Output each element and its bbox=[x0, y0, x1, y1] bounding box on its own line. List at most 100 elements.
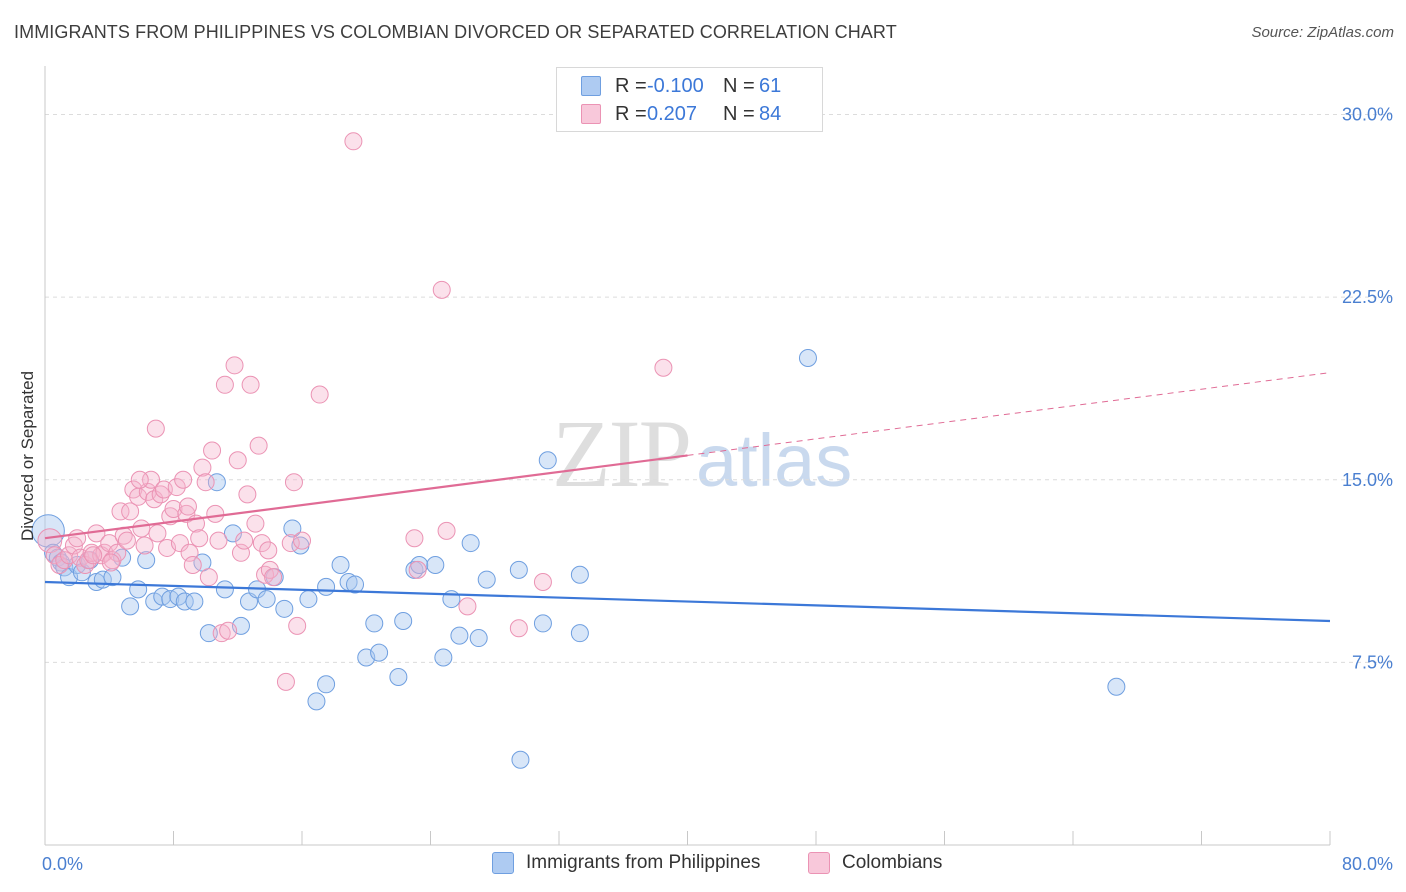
legend-row-colombians: R = 0.207 N = 84 bbox=[581, 100, 781, 128]
point-philippines bbox=[509, 560, 528, 579]
legend-n-value: 61 bbox=[759, 74, 782, 97]
point-philippines bbox=[370, 643, 389, 662]
point-colombians bbox=[111, 502, 130, 521]
point-philippines bbox=[137, 551, 156, 570]
point-philippines bbox=[538, 451, 557, 470]
point-philippines bbox=[199, 624, 218, 643]
correlation-legend: R = -0.100 N = 61 R = 0.207 N = 84 bbox=[556, 67, 823, 132]
point-colombians bbox=[533, 573, 552, 592]
point-philippines bbox=[257, 590, 276, 609]
point-colombians bbox=[252, 534, 271, 553]
point-colombians bbox=[196, 473, 215, 492]
point-colombians bbox=[219, 621, 238, 640]
y-tick-label: 7.5% bbox=[1352, 652, 1393, 672]
point-philippines bbox=[461, 534, 480, 553]
point-philippines bbox=[283, 519, 302, 538]
point-colombians bbox=[50, 555, 69, 574]
point-colombians bbox=[180, 543, 199, 562]
point-philippines bbox=[426, 555, 445, 574]
legend-n-label: N = bbox=[723, 74, 755, 97]
bottom-legend-swatch-blue bbox=[492, 852, 514, 874]
point-colombians bbox=[249, 436, 268, 455]
x-tick-label: 80.0% bbox=[1342, 854, 1393, 874]
point-colombians bbox=[55, 551, 74, 570]
axes bbox=[44, 66, 1331, 846]
point-colombians bbox=[235, 531, 254, 550]
point-colombians bbox=[288, 616, 307, 635]
point-colombians bbox=[130, 470, 149, 489]
point-colombians bbox=[206, 504, 225, 523]
point-colombians bbox=[193, 458, 212, 477]
point-colombians bbox=[209, 531, 228, 550]
point-philippines bbox=[215, 580, 234, 599]
point-colombians bbox=[215, 375, 234, 394]
point-colombians bbox=[231, 543, 250, 562]
point-philippines bbox=[798, 349, 817, 368]
point-philippines bbox=[185, 592, 204, 611]
point-philippines bbox=[223, 524, 242, 543]
point-colombians bbox=[151, 485, 170, 504]
point-colombians bbox=[344, 132, 363, 151]
legend-swatch-blue bbox=[581, 76, 601, 96]
point-philippines bbox=[299, 590, 318, 609]
trend-lines bbox=[44, 372, 1331, 623]
point-colombians bbox=[437, 521, 456, 540]
point-colombians bbox=[284, 473, 303, 492]
point-colombians bbox=[264, 568, 283, 587]
point-colombians bbox=[132, 519, 151, 538]
point-colombians bbox=[101, 553, 120, 572]
legend-r-value: 0.207 bbox=[647, 102, 698, 125]
point-colombians bbox=[408, 560, 427, 579]
point-colombians bbox=[174, 470, 193, 489]
point-colombians bbox=[238, 485, 257, 504]
point-colombians bbox=[293, 531, 311, 550]
source-note: Source: ZipAtlas.com bbox=[1251, 24, 1394, 41]
point-philippines bbox=[307, 692, 326, 711]
point-philippines bbox=[365, 614, 384, 633]
y-tick-label: 15.0% bbox=[1342, 470, 1393, 490]
legend-r-value: -0.100 bbox=[647, 74, 704, 97]
y-axis-title: Divorced or Separated bbox=[18, 371, 37, 541]
point-philippines bbox=[394, 611, 413, 630]
point-philippines bbox=[533, 614, 552, 633]
point-colombians bbox=[177, 504, 196, 523]
y-tick-label: 22.5% bbox=[1342, 287, 1393, 307]
tick-labels: 7.5% 15.0% 22.5% 30.0% 0.0% 80.0% Divorced or … bbox=[18, 105, 1393, 874]
point-colombians bbox=[199, 568, 218, 587]
point-colombians bbox=[135, 536, 154, 555]
bottom-legend-colombians: Colombians bbox=[808, 852, 942, 874]
trend-line-colombians bbox=[44, 454, 688, 540]
x-tick-label: 0.0% bbox=[42, 854, 83, 874]
legend-r-label: R = bbox=[615, 102, 647, 125]
point-colombians bbox=[178, 497, 197, 516]
point-colombians bbox=[148, 524, 167, 543]
point-colombians bbox=[654, 358, 673, 377]
point-philippines bbox=[129, 580, 148, 599]
watermark-zip: ZIP bbox=[552, 400, 692, 507]
point-philippines bbox=[31, 514, 65, 548]
point-philippines bbox=[331, 555, 350, 574]
bottom-legend-philippines: Immigrants from Philippines bbox=[492, 852, 760, 874]
point-colombians bbox=[281, 534, 300, 553]
point-colombians bbox=[190, 529, 209, 548]
point-philippines bbox=[434, 648, 453, 667]
point-philippines bbox=[317, 577, 336, 596]
point-colombians bbox=[225, 356, 244, 375]
bottom-legend-swatch-pink bbox=[808, 852, 830, 874]
point-colombians bbox=[246, 514, 265, 533]
point-philippines bbox=[450, 626, 469, 645]
point-colombians bbox=[405, 529, 424, 548]
bottom-legend-label-colombians: Colombians bbox=[842, 852, 943, 873]
legend-swatch-pink bbox=[581, 104, 601, 124]
chart-title: IMMIGRANTS FROM PHILIPPINES VS COLOMBIAN… bbox=[14, 22, 897, 42]
point-colombians bbox=[276, 672, 295, 691]
point-colombians bbox=[84, 546, 103, 565]
point-colombians bbox=[60, 546, 79, 565]
point-colombians bbox=[241, 375, 260, 394]
point-colombians bbox=[121, 502, 140, 521]
point-colombians bbox=[509, 619, 528, 638]
trend-line-philippines bbox=[44, 580, 1331, 623]
point-philippines bbox=[275, 599, 294, 618]
legend-row-philippines: R = -0.100 N = 61 bbox=[581, 72, 781, 100]
